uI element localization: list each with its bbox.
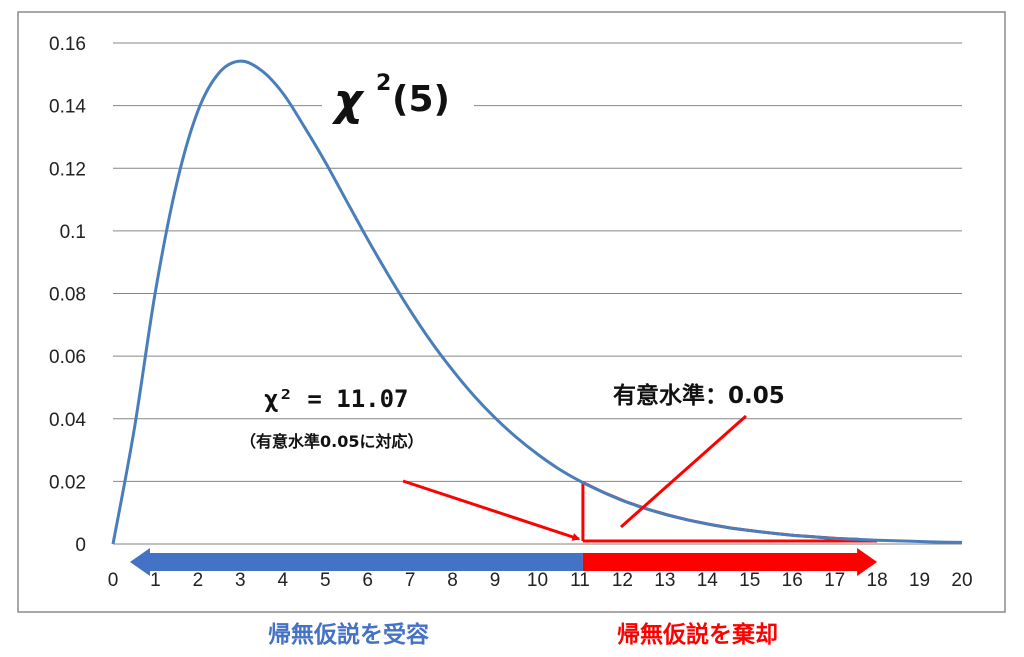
x-tick-label: 15 (739, 570, 760, 591)
x-tick-label: 20 (951, 570, 972, 591)
x-tick-label: 5 (320, 570, 331, 591)
x-tick-label: 0 (108, 570, 119, 591)
x-tick-label: 11 (570, 570, 590, 591)
x-tick-label: 16 (782, 570, 803, 591)
y-tick-label: 0.04 (49, 410, 86, 431)
chart-title: χ (331, 75, 365, 126)
x-tick-label: 13 (654, 570, 675, 591)
y-tick-label: 0.08 (49, 285, 86, 306)
y-tick-label: 0 (75, 535, 86, 556)
title-backdrop (322, 68, 474, 128)
accept-region-label: 帰無仮説を受容 (268, 622, 429, 648)
x-tick-label: 8 (447, 570, 458, 591)
x-tick-label: 9 (490, 570, 501, 591)
x-tick-label: 2 (193, 570, 204, 591)
x-tick-label: 7 (405, 570, 416, 591)
critical-value-label: χ² = 11.07 (264, 385, 409, 413)
significance-pointer-line (620, 414, 747, 529)
critical-pointer-line (402, 479, 581, 541)
chart-title-sup: 2 (376, 71, 391, 96)
reject-region-arrow (582, 548, 878, 576)
y-tick-label: 0.16 (49, 34, 86, 55)
y-tick-label: 0.02 (49, 472, 86, 493)
x-tick-label: 14 (697, 570, 719, 591)
accept-region-arrow (129, 548, 583, 576)
x-tick-label: 12 (612, 570, 633, 591)
significance-label: 有意水準：0.05 (613, 382, 785, 409)
y-tick-label: 0.1 (60, 222, 86, 243)
pdf-curve-line (111, 59, 963, 545)
x-tick-label: 17 (824, 570, 845, 591)
x-tick-label: 3 (235, 570, 246, 591)
chart-title-args: (5) (392, 79, 450, 120)
x-tick-label: 1 (150, 570, 161, 591)
y-tick-label: 0.12 (49, 159, 86, 180)
x-tick-label: 10 (527, 570, 548, 591)
x-tick-label: 4 (278, 570, 289, 591)
x-tick-label: 6 (362, 570, 373, 591)
y-tick-label: 0.06 (49, 347, 86, 368)
chart-frame (17, 11, 1006, 613)
reject-region-label: 帰無仮説を棄却 (617, 622, 778, 648)
y-tick-label: 0.14 (49, 97, 86, 118)
critical-value-note: （有意水準0.05に対応） (240, 432, 423, 451)
x-tick-label: 18 (867, 570, 888, 591)
x-tick-label: 19 (909, 570, 930, 591)
